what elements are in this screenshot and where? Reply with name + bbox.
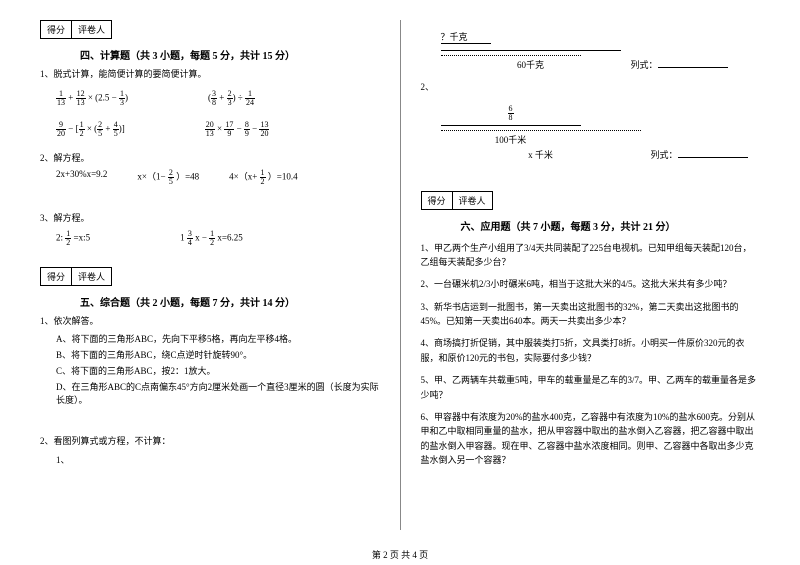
diag1-bottom: 60千克	[441, 58, 621, 71]
q4-1: 1、脱式计算，能简便计算的要简便计算。	[40, 68, 380, 82]
left-column: 得分 评卷人 四、计算题（共 3 小题，每题 5 分，共计 15 分） 1、脱式…	[30, 20, 401, 530]
section4-title: 四、计算题（共 3 小题，每题 5 分，共计 15 分）	[80, 47, 380, 62]
expr1d: 2013 × 179 − 89 − 1320	[205, 121, 270, 138]
q6-1: 1、甲乙两个生产小组用了3/4天共同装配了225台电视机。已知甲组每天装配120…	[421, 241, 761, 270]
section5-title: 五、综合题（共 2 小题，每题 7 分，共计 14 分）	[80, 294, 380, 309]
right-column: ？千克 60千克 列式： 2、 68 100千米 x 千米	[401, 20, 771, 530]
diagram-2: 68 100千米 x 千米 列式：	[441, 105, 761, 161]
expr-row-2: 920 − [12 × (25 + 45)] 2013 × 179 − 89 −…	[56, 121, 380, 138]
q6-3: 3、新华书店运到一批图书，第一天卖出这批图书的32%，第二天卖出这批图书的45%…	[421, 300, 761, 329]
expr-row-4: 2: 12 =x:5 1 34 x − 12 x=6.25	[56, 230, 380, 247]
score-box-6: 得分 评卷人	[421, 191, 493, 210]
q6-2: 2、一台碾米机2/3小时碾米6吨，相当于这批大米的4/5。这批大米共有多少吨？	[421, 277, 761, 291]
diagram-1: ？千克 60千克 列式：	[441, 30, 761, 71]
diag2-formula: 列式：	[651, 150, 678, 160]
reviewer-label: 评卷人	[72, 21, 111, 38]
score-box-4: 得分 评卷人	[40, 20, 112, 39]
expr3b: 1 34 x − 12 x=6.25	[180, 230, 243, 247]
reviewer-label-5: 评卷人	[72, 268, 111, 285]
q4-2: 2、解方程。	[40, 152, 380, 166]
q5-1a: A、将下面的三角形ABC，先向下平移5格，再向左平移4格。	[56, 332, 380, 345]
diag1-top-label: ？千克	[441, 30, 761, 43]
section6-title: 六、应用题（共 7 小题，每题 3 分，共计 21 分）	[461, 218, 761, 233]
expr-row-3: 2x+30%x=9.2 x×（1− 25 ）=48 4×（x+ 12 ）=10.…	[56, 169, 380, 186]
diag1-formula: 列式：	[631, 60, 658, 70]
expr1a: 113 + 1213 × (2.5 − 13)	[56, 90, 128, 107]
q5-1c: C、将下面的三角形ABC，按2：1放大。	[56, 364, 380, 377]
score-box-5: 得分 评卷人	[40, 267, 112, 286]
expr2b: x×（1− 25 ）=48	[137, 169, 199, 186]
q5-1d: D、在三角形ABC的C点南偏东45°方向2厘米处画一个直径3厘米的圆（长度为实际…	[56, 380, 380, 406]
diag2-x: x 千米	[441, 148, 641, 161]
q6-4: 4、商场搞打折促销，其中服装类打5折，文具类打8折。小明买一件原价320元的衣服…	[421, 336, 761, 365]
diag2-100: 100千米	[441, 133, 581, 146]
page-footer: 第 2 页 共 4 页	[0, 548, 800, 561]
q6-6: 6、甲容器中有浓度为20%的盐水400克，乙容器中有浓度为10%的盐水600克。…	[421, 410, 761, 468]
expr1b: (38 + 23) ÷ 124	[208, 90, 255, 107]
q5-1: 1、依次解答。	[40, 315, 380, 329]
q5-1b: B、将下面的三角形ABC，绕C点逆时针旋转90°。	[56, 348, 380, 361]
score-label-6: 得分	[422, 192, 453, 209]
diag2-frac: 68	[508, 105, 514, 122]
score-label-5: 得分	[41, 268, 72, 285]
q6-5: 5、甲、乙两辆车共载重5吨，甲车的载重量是乙车的3/7。甲、乙两车的载重量各是多…	[421, 373, 761, 402]
expr2c: 4×（x+ 12 ）=10.4	[229, 169, 297, 186]
expr3a: 2: 12 =x:5	[56, 230, 90, 247]
q5-2: 2、看图列算式或方程，不计算：	[40, 435, 380, 449]
expr1c: 920 − [12 × (25 + 45)]	[56, 121, 125, 138]
diag2-num: 2、	[421, 81, 761, 95]
expr2a: 2x+30%x=9.2	[56, 169, 107, 186]
q5-2-sub: 1、	[56, 453, 380, 466]
score-label: 得分	[41, 21, 72, 38]
q4-3: 3、解方程。	[40, 212, 380, 226]
reviewer-label-6: 评卷人	[453, 192, 492, 209]
expr-row-1: 113 + 1213 × (2.5 − 13) (38 + 23) ÷ 124	[56, 90, 380, 107]
